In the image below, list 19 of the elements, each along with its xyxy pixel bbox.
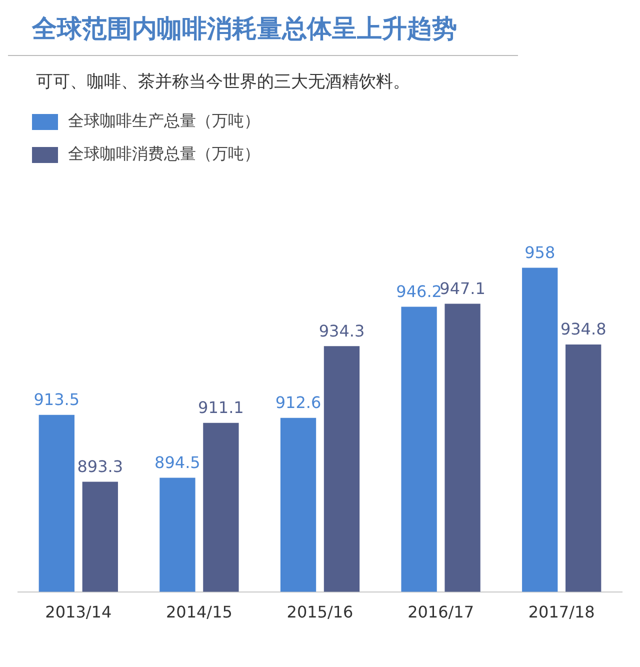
- data-label: 946.2: [396, 282, 442, 301]
- chart-subtitle: 可可、咖啡、茶并称当今世界的三大无酒精饮料。: [35, 71, 411, 93]
- x-tick-label: 2017/18: [528, 602, 595, 622]
- x-tick-label: 2013/14: [45, 602, 112, 622]
- data-label: 958: [524, 242, 556, 262]
- data-label: 893.3: [77, 456, 124, 476]
- legend-label: 全球咖啡生产总量（万吨）: [68, 111, 260, 132]
- data-label: 934.3: [318, 321, 365, 340]
- data-label: 911.1: [198, 398, 244, 417]
- x-tick-label: 2016/17: [408, 602, 474, 622]
- data-label: 912.6: [275, 393, 322, 412]
- data-label: 913.5: [34, 390, 80, 410]
- data-label: 894.5: [154, 452, 200, 472]
- x-tick-label: 2014/15: [166, 602, 232, 622]
- chart-title: 全球范围内咖啡消耗量总体呈上升趋势: [30, 13, 458, 45]
- data-label: 947.1: [440, 278, 486, 298]
- x-tick-label: 2015/16: [286, 602, 354, 622]
- data-label: 934.8: [560, 320, 606, 339]
- legend-label: 全球咖啡消费总量（万吨）: [68, 144, 260, 165]
